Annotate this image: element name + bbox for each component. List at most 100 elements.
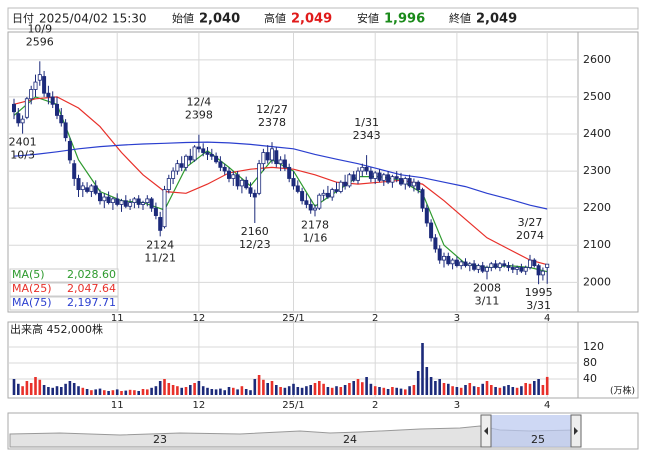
volume-bar [81,387,85,395]
candle-body [226,170,231,179]
candle-body [373,172,378,179]
volume-bar [68,381,72,395]
volume-bar [313,383,317,395]
volume-bar [64,383,67,395]
candle-body [42,76,47,94]
volume-bar [416,371,420,395]
legend-name: MA(25) [12,282,52,295]
navigator-label: 24 [343,433,357,446]
candle-body [261,152,266,165]
volume-bar [447,383,450,395]
volume-bar [60,387,63,395]
volume-bar [253,379,257,395]
volume-bar [51,387,54,395]
annotation: 2008 [473,281,501,294]
volume-bar [232,387,235,395]
candle-body [158,217,163,231]
candle-body [98,192,103,202]
candle-body [278,159,283,165]
x-tick-label: 25/1 [282,400,304,411]
candle-body [433,237,438,250]
volume-bar [373,386,377,395]
volume-bar [434,381,437,395]
candle-body [269,148,274,161]
volume-bar [545,376,549,395]
candle-body [355,170,360,181]
volume-bar [533,381,536,395]
candle-body [489,263,494,268]
candle-body [257,163,262,194]
x-tick-label: 3 [454,313,460,324]
volume-bar [29,383,33,395]
volume-bar [455,387,459,395]
volume-bar [12,379,16,395]
x-tick-label: 4 [544,313,550,324]
volume-bar [150,387,153,395]
x-tick-label: 4 [544,400,550,411]
candle-body [72,163,77,179]
candle-body [20,118,25,124]
candle-body [515,267,520,270]
candle-body [115,198,120,205]
candle-body [37,74,42,81]
x-tick-label: 2 [372,400,378,411]
volume-bar [292,383,295,395]
volume-bar [94,389,97,395]
candle-body [540,270,545,276]
candle-body [102,196,107,202]
volume-bar [184,387,188,395]
volume-bar [343,385,347,395]
candle-body [519,267,524,272]
candle-body [209,153,214,157]
candle-body [407,178,412,187]
candle-body [171,170,176,179]
volume-bar [511,387,515,395]
volume-bar [103,390,106,395]
candle-body [67,141,72,161]
candle-body [424,207,429,224]
annotation: 2343 [353,129,381,142]
header-close: 2,049 [476,12,517,27]
legend-value: 2,028.60 [67,268,116,281]
navigator-range[interactable] [487,415,575,447]
candle-body [446,255,451,265]
x-tick-label: 12 [193,313,206,324]
volume-bar [176,386,179,395]
volume-bar [227,387,231,395]
legend-value: 2,047.64 [67,282,116,295]
candle-body [459,261,464,267]
legend-name: MA(75) [12,296,52,309]
candle-body [188,155,193,161]
volume-bar [287,386,291,395]
candle-body [145,198,150,203]
volume-bar [404,389,407,395]
candle-body [390,176,395,183]
candle-body [239,179,244,187]
volume-bar [275,385,278,395]
volume-bar [193,383,196,395]
candle-body [325,192,330,198]
header-label: 高値 [264,11,286,25]
annotation: 12/4 [187,96,212,109]
volume-bar [481,383,484,395]
candle-body [128,202,133,207]
candle-body [312,207,317,211]
y-tick-label: 120 [583,340,604,353]
volume-bar [249,390,252,395]
volume-bar [524,383,527,395]
volume-bar [85,389,89,395]
annotation: 2378 [258,116,286,129]
candle-body [110,198,115,203]
candle-body [528,259,533,268]
volume-bar [429,377,433,395]
volume-bar [485,381,489,395]
volume-bar [305,386,308,395]
volume-bar [515,387,519,395]
volume-bar [490,385,493,395]
candle-body [304,200,309,205]
volume-bar [412,385,416,395]
volume-bar [395,387,398,395]
y-tick-label: 40 [583,372,597,385]
volume-bar [146,389,149,395]
x-tick-label: 11 [111,400,124,411]
